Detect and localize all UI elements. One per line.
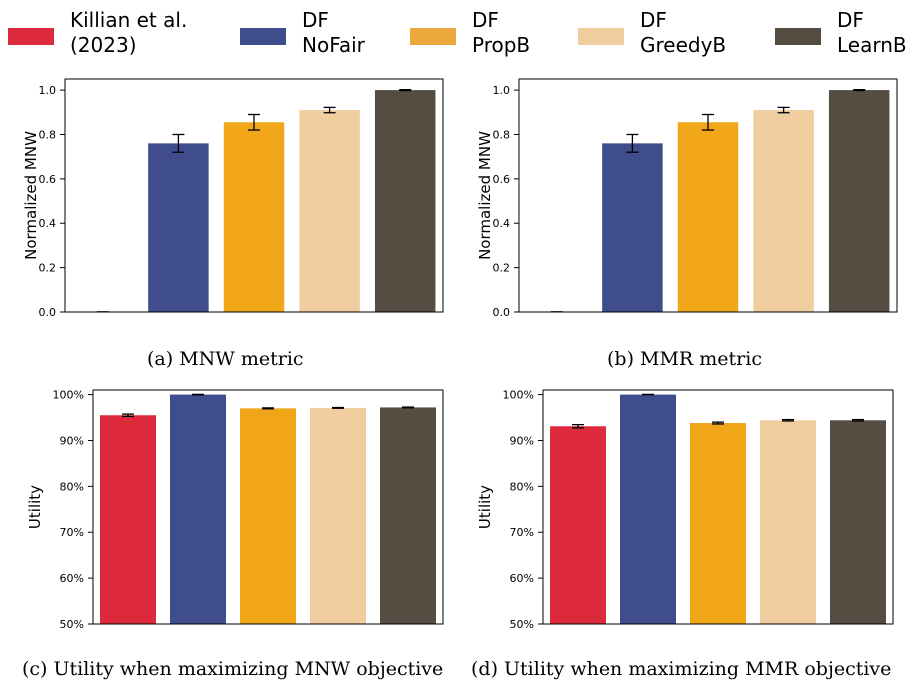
caption-b: (b) MMR metric xyxy=(607,348,762,370)
y-axis-label: Utility xyxy=(26,485,44,529)
bar-4 xyxy=(760,420,816,624)
bar-5 xyxy=(380,407,436,624)
plot-frame xyxy=(542,389,894,625)
bar-4 xyxy=(753,110,814,312)
y-tick-label: 70% xyxy=(60,526,84,539)
error-bar-3 xyxy=(702,113,714,131)
legend-label: DF GreedyB xyxy=(640,8,726,58)
error-bar-3 xyxy=(262,407,274,410)
y-tick-label: 0.2 xyxy=(39,262,57,275)
y-tick-label: 1.0 xyxy=(39,84,57,97)
bar-5 xyxy=(374,90,436,312)
plot-frame xyxy=(518,78,898,313)
error-bar-3 xyxy=(712,421,724,425)
y-tick-label: 100% xyxy=(53,389,84,402)
y-tick-label: 0.6 xyxy=(493,173,511,186)
legend-label-line2: NoFair xyxy=(302,33,365,57)
bar-5 xyxy=(828,90,890,312)
error-bar-3 xyxy=(248,113,260,131)
y-tick-label: 0.0 xyxy=(493,306,511,319)
caption-a: (a) MNW metric xyxy=(147,348,304,370)
legend-label-line1: Killian et al. xyxy=(70,8,188,32)
error-bar-5 xyxy=(852,418,864,422)
y-tick-label: 70% xyxy=(510,526,534,539)
legend-label-line2: LearnB xyxy=(837,33,907,57)
y-tick-label: 0.4 xyxy=(39,217,57,230)
caption-c: (c) Utility when maximizing MNW objectiv… xyxy=(22,658,444,680)
error-bar-4 xyxy=(323,106,336,114)
legend-swatch xyxy=(240,28,286,45)
bar-3 xyxy=(223,122,285,313)
y-tick-label: 60% xyxy=(60,572,84,585)
y-tick-label: 90% xyxy=(60,434,84,447)
bar-3 xyxy=(677,122,739,313)
bar-4 xyxy=(299,110,360,312)
legend-swatch xyxy=(8,28,54,45)
error-bar-2 xyxy=(172,133,185,153)
y-tick-label: 50% xyxy=(60,618,84,631)
y-tick-label: 0.8 xyxy=(493,128,511,141)
y-tick-label: 60% xyxy=(510,572,534,585)
bar-2 xyxy=(602,143,663,312)
caption-d: (d) Utility when maximizing MMR objectiv… xyxy=(471,658,892,680)
legend-label-line1: DF xyxy=(302,8,329,32)
bar-1 xyxy=(100,415,156,624)
y-axis-label: Normalized MNW xyxy=(476,131,494,260)
bar-3 xyxy=(690,423,746,624)
legend-label: Killian et al. (2023) xyxy=(70,8,187,58)
bar-2 xyxy=(148,143,209,312)
plot-frame xyxy=(92,389,444,625)
legend: Killian et al. (2023) DF NoFair DF PropB DF… xyxy=(0,0,916,70)
y-tick-label: 0.2 xyxy=(493,262,511,275)
legend-label-line1: DF xyxy=(837,8,864,32)
y-tick-label: 80% xyxy=(60,480,84,493)
legend-label: DF PropB xyxy=(472,8,530,58)
error-bar-5 xyxy=(853,89,866,92)
error-bar-2 xyxy=(626,133,639,153)
y-tick-label: 50% xyxy=(510,618,534,631)
y-axis-label: Normalized MNW xyxy=(22,131,40,260)
legend-label: DF NoFair xyxy=(302,8,365,58)
bar-1 xyxy=(550,426,606,624)
legend-label-line2: (2023) xyxy=(70,33,137,57)
error-bar-4 xyxy=(782,418,794,422)
y-tick-label: 80% xyxy=(510,480,534,493)
legend-label: DF LearnB xyxy=(837,8,907,58)
y-tick-label: 1.0 xyxy=(493,84,511,97)
legend-label-line1: DF xyxy=(472,8,499,32)
y-tick-label: 0.6 xyxy=(39,173,57,186)
y-tick-label: 0.4 xyxy=(493,217,511,230)
legend-label-line2: PropB xyxy=(472,33,531,57)
error-bar-4 xyxy=(332,406,344,409)
error-bar-1 xyxy=(122,413,134,418)
bar-2 xyxy=(620,394,676,624)
y-tick-label: 90% xyxy=(510,434,534,447)
bar-3 xyxy=(240,408,296,624)
y-tick-label: 0.0 xyxy=(39,306,57,319)
y-axis-label: Utility xyxy=(476,485,494,529)
bar-5 xyxy=(830,420,886,624)
legend-label-line1: DF xyxy=(640,8,667,32)
error-bar-4 xyxy=(777,106,790,114)
y-tick-label: 0.8 xyxy=(39,128,57,141)
bar-4 xyxy=(310,407,366,624)
y-tick-label: 100% xyxy=(503,389,534,402)
error-bar-1 xyxy=(572,423,584,429)
plot-frame xyxy=(64,78,444,313)
legend-swatch xyxy=(578,28,624,45)
error-bar-5 xyxy=(402,406,414,409)
bar-2 xyxy=(170,394,226,624)
legend-swatch xyxy=(775,28,821,45)
error-bar-5 xyxy=(399,89,412,92)
legend-swatch xyxy=(410,28,456,45)
legend-label-line2: GreedyB xyxy=(640,33,727,57)
